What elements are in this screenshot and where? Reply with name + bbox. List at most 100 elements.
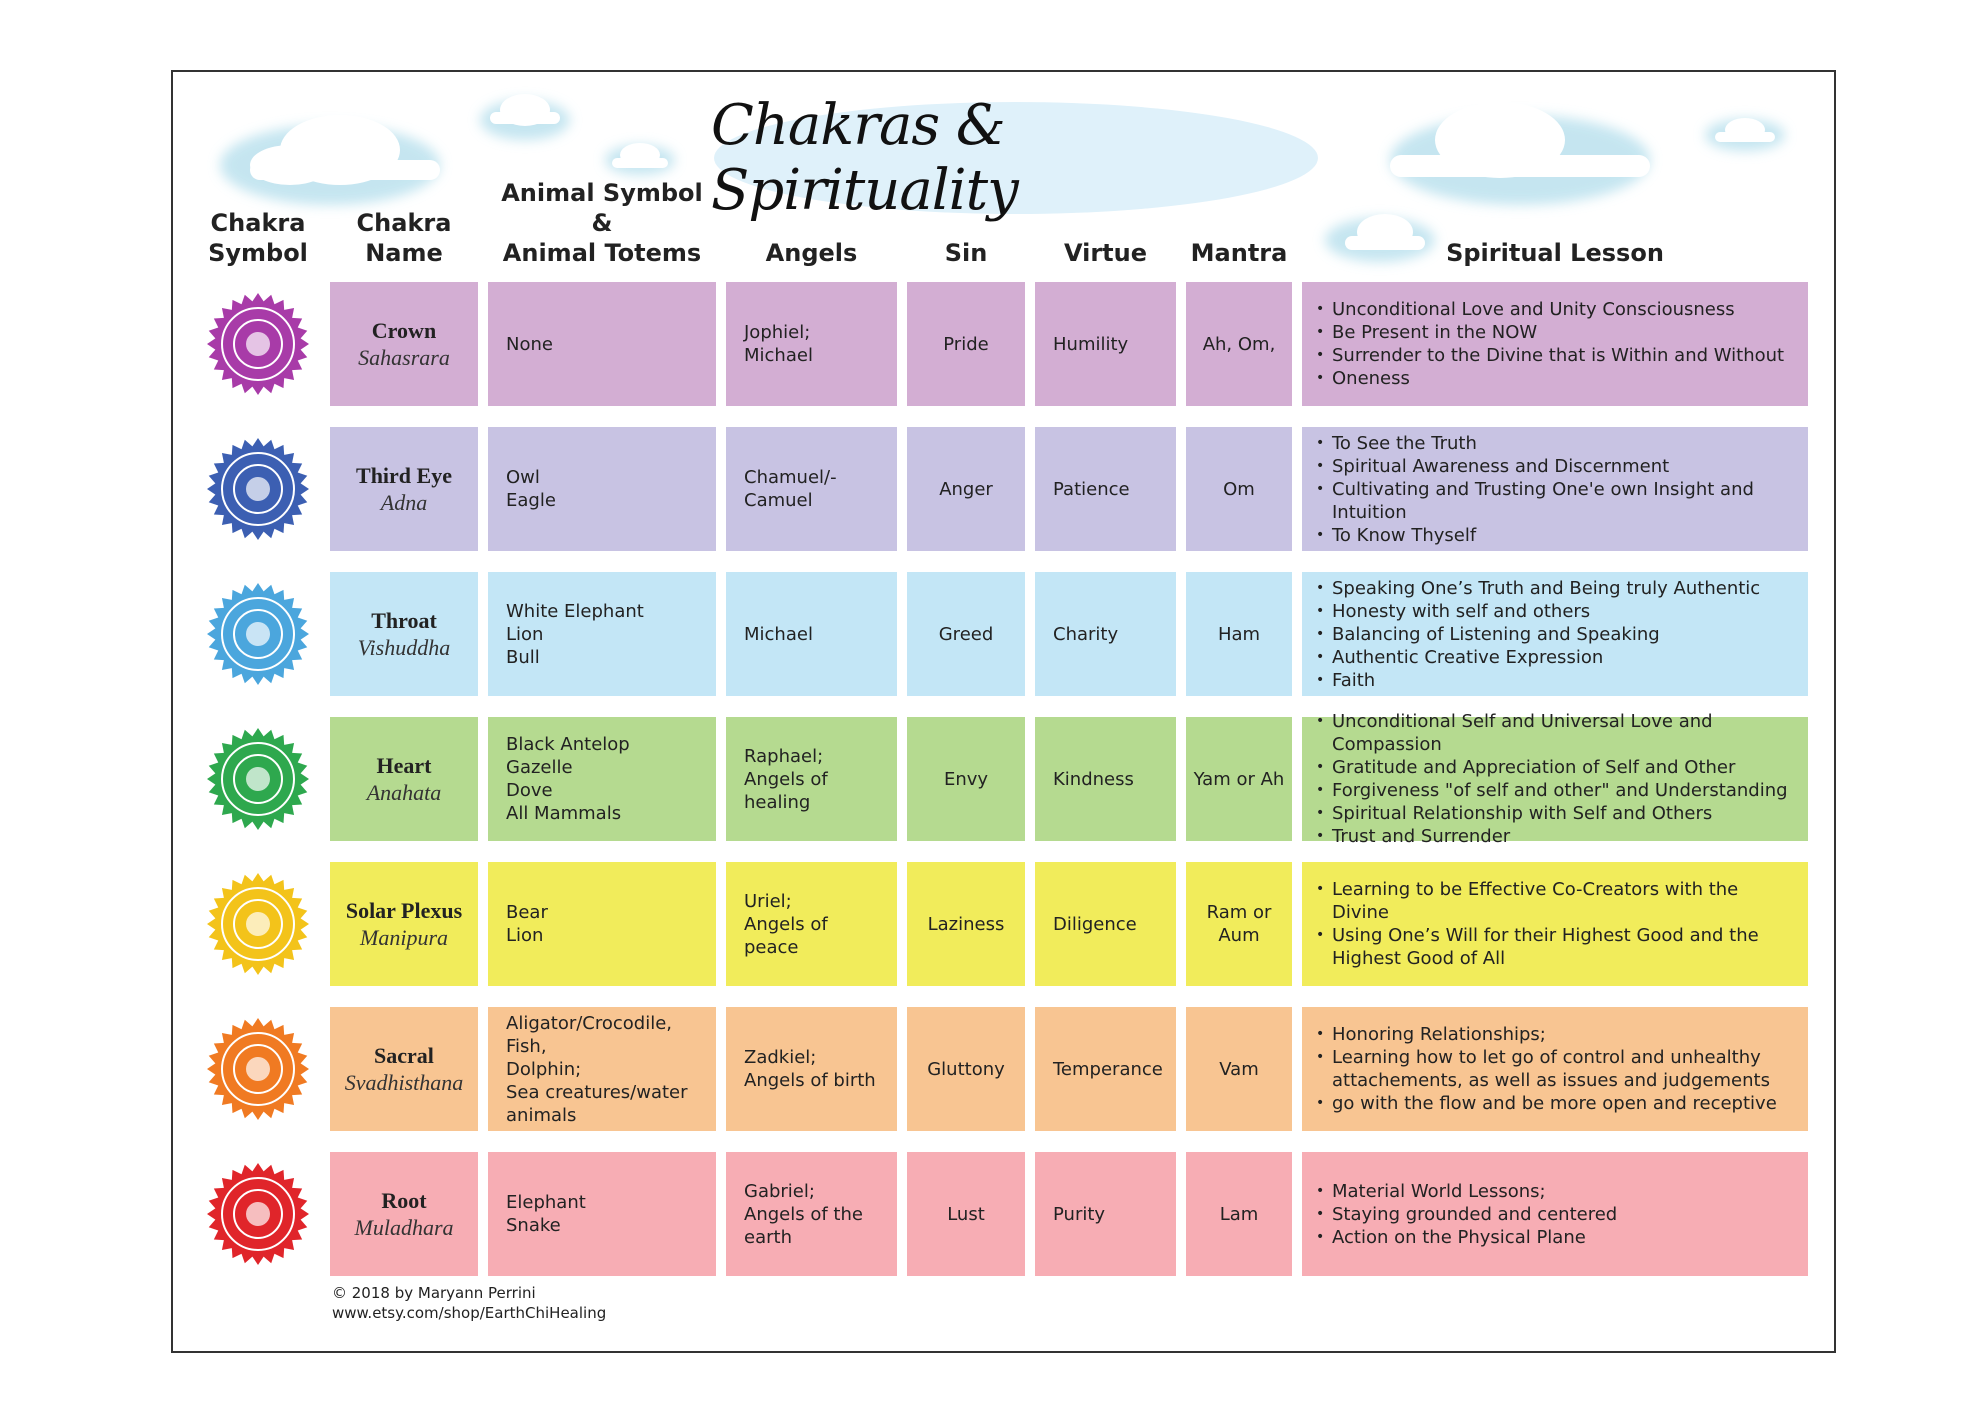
sanskrit-name: Anahata — [366, 780, 442, 805]
angel: Uriel; — [744, 890, 792, 912]
lesson: Gratitude and Appreciation of Self and O… — [1316, 756, 1798, 779]
table-cell: Root Muladhara — [330, 1152, 478, 1276]
mantra: Om — [1223, 478, 1255, 500]
header-line: Symbol — [208, 239, 308, 267]
animal: Gazelle — [506, 757, 573, 778]
mantra: Lam — [1219, 1203, 1259, 1225]
animal: Snake — [506, 1215, 561, 1236]
table-cell: Owl Eagle — [488, 427, 716, 551]
table-cell: Honoring Relationships;Learning how to l… — [1302, 1007, 1808, 1131]
table-cell: Charity — [1035, 572, 1176, 696]
table-cell: Diligence — [1035, 862, 1176, 986]
table-cell: Lust — [907, 1152, 1025, 1276]
chakra-name: Sacral — [374, 1043, 434, 1068]
sanskrit-name: Manipura — [360, 925, 448, 950]
chakra-symbol — [207, 728, 309, 830]
lesson: go with the flow and be more open and re… — [1316, 1092, 1798, 1115]
mantra: Aum — [1218, 925, 1260, 946]
animal: Owl — [506, 467, 540, 488]
table-cell: Humility — [1035, 282, 1176, 406]
chakra-name: Throat — [371, 608, 437, 633]
chakra-symbol — [207, 293, 309, 395]
lesson: Balancing of Listening and Speaking — [1316, 623, 1798, 646]
virtue: Diligence — [1053, 913, 1137, 935]
sin: Gluttony — [927, 1058, 1005, 1080]
animal: Eagle — [506, 490, 556, 511]
chakra-symbol — [207, 438, 309, 540]
lesson: Learning to be Effective Co-Creators wit… — [1316, 878, 1798, 924]
animal: Lion — [506, 623, 544, 645]
angel: Jophiel; — [744, 322, 811, 343]
header-line: Mantra — [1190, 239, 1288, 267]
chakra-name: Heart — [376, 753, 432, 778]
lesson: Material World Lessons; — [1316, 1180, 1798, 1203]
table-cell: Pride — [907, 282, 1025, 406]
column-header: Chakra Name — [330, 204, 478, 268]
lesson: Honoring Relationships; — [1316, 1023, 1798, 1046]
header-line: Spiritual Lesson — [1446, 239, 1664, 267]
table-cell: Sacral Svadhisthana — [330, 1007, 478, 1131]
lesson: Spiritual Relationship with Self and Oth… — [1316, 802, 1798, 825]
angel: Camuel — [744, 490, 813, 511]
lesson: Staying grounded and centered — [1316, 1203, 1798, 1226]
lesson: Spiritual Awareness and Discernment — [1316, 455, 1798, 478]
table-cell: Anger — [907, 427, 1025, 551]
virtue: Charity — [1053, 623, 1119, 645]
column-header: Animal Symbol & Animal Totems — [488, 179, 716, 268]
lesson: Learning how to let go of control and un… — [1316, 1046, 1798, 1092]
table-cell: Crown Sahasrara — [330, 282, 478, 406]
title: Chakras & Spirituality — [711, 93, 1019, 223]
table-cell: Ah, Om, — [1186, 282, 1292, 406]
angel: Zadkiel; — [744, 1047, 817, 1068]
animal: All Mammals — [506, 803, 622, 824]
column-header: Chakra Symbol — [208, 204, 308, 268]
mantra: Ham — [1217, 623, 1261, 645]
sin: Envy — [943, 768, 989, 790]
table-cell: White Elephant Lion Bull — [488, 572, 716, 696]
column-header: Sin — [907, 204, 1025, 268]
sin: Greed — [938, 623, 994, 645]
table-cell: Raphael; Angels of healing — [726, 717, 897, 841]
lesson: Faith — [1316, 669, 1798, 692]
virtue: Patience — [1053, 478, 1130, 500]
sanskrit-name: Adna — [380, 490, 428, 515]
header-line: Chakra — [210, 209, 306, 237]
table-cell: To See the TruthSpiritual Awareness and … — [1302, 427, 1808, 551]
table-cell: Patience — [1035, 427, 1176, 551]
mantra: Vam — [1219, 1058, 1259, 1080]
table-cell: Chamuel/- Camuel — [726, 427, 897, 551]
lesson: Using One’s Will for their Highest Good … — [1316, 924, 1798, 970]
chakra-name: Solar Plexus — [345, 898, 463, 923]
animal: White Elephant — [506, 600, 644, 622]
table-cell: Unconditional Love and Unity Consciousne… — [1302, 282, 1808, 406]
sanskrit-name: Sahasrara — [358, 345, 450, 370]
virtue: Kindness — [1053, 768, 1134, 790]
table-cell: Gluttony — [907, 1007, 1025, 1131]
angel: Angels of the earth — [744, 1203, 863, 1248]
angel: Angels of peace — [744, 913, 828, 958]
lesson: Oneness — [1316, 367, 1798, 390]
table-cell: Speaking One’s Truth and Being truly Aut… — [1302, 572, 1808, 696]
table-cell: Aligator/Crocodile, Fish, Dolphin; Sea crea… — [488, 1007, 716, 1131]
chakra-symbol — [207, 1018, 309, 1120]
table-cell: Greed — [907, 572, 1025, 696]
chakra-name: Crown — [371, 318, 437, 343]
header-line: Name — [365, 239, 443, 267]
animal: Dove — [506, 780, 553, 801]
chakra-name: Third Eye — [356, 463, 452, 488]
table-cell: Third Eye Adna — [330, 427, 478, 551]
table-cell: Uriel; Angels of peace — [726, 862, 897, 986]
header-line: Sin — [944, 239, 988, 267]
table-cell: Kindness — [1035, 717, 1176, 841]
table-cell: Purity — [1035, 1152, 1176, 1276]
column-header: Virtue — [1035, 204, 1176, 268]
table-cell: Michael — [726, 572, 897, 696]
table-cell: Learning to be Effective Co-Creators wit… — [1302, 862, 1808, 986]
animal: Lion — [506, 925, 544, 946]
table-cell: Vam — [1186, 1007, 1292, 1131]
table-cell: None — [488, 282, 716, 406]
animal: Fish, — [506, 1035, 547, 1057]
angel: Raphael; — [744, 745, 824, 767]
table-cell: Lam — [1186, 1152, 1292, 1276]
